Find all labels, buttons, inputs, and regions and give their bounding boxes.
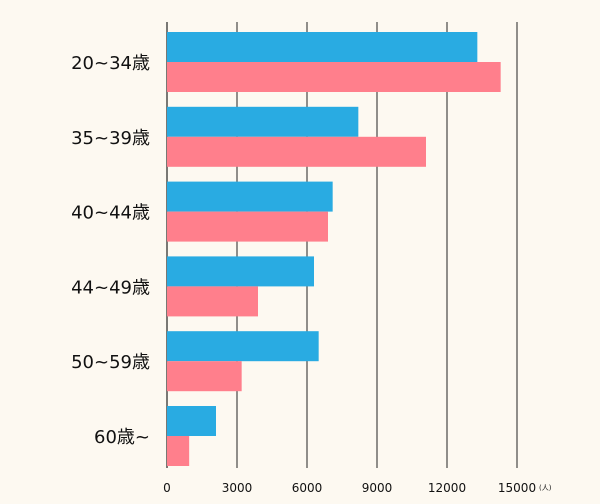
category-label: 60歳~ (94, 427, 150, 448)
category-label: 44~49歳 (71, 277, 150, 298)
category-label: 20~34歳 (71, 53, 150, 74)
bar (167, 436, 190, 466)
category-label: 50~59歳 (71, 352, 150, 373)
bar (167, 32, 478, 62)
bar (167, 136, 426, 167)
bar (167, 286, 258, 317)
x-unit-label: (人) (539, 484, 552, 492)
bar (167, 361, 242, 392)
category-label: 40~44歳 (71, 203, 150, 224)
x-tick-label: 3000 (222, 481, 253, 495)
x-tick-label: 12000 (428, 481, 466, 495)
category-label: 35~39歳 (71, 128, 150, 149)
x-tick-label: 6000 (292, 481, 323, 495)
x-tick-label: 0 (163, 481, 171, 495)
x-tick-label: 15000 (498, 481, 536, 495)
bar (167, 62, 501, 92)
bar (167, 331, 319, 362)
bar (167, 211, 328, 242)
bar (167, 181, 333, 212)
bar (167, 106, 359, 137)
bar (167, 256, 314, 287)
x-tick-label: 9000 (362, 481, 393, 495)
bar (167, 406, 216, 436)
